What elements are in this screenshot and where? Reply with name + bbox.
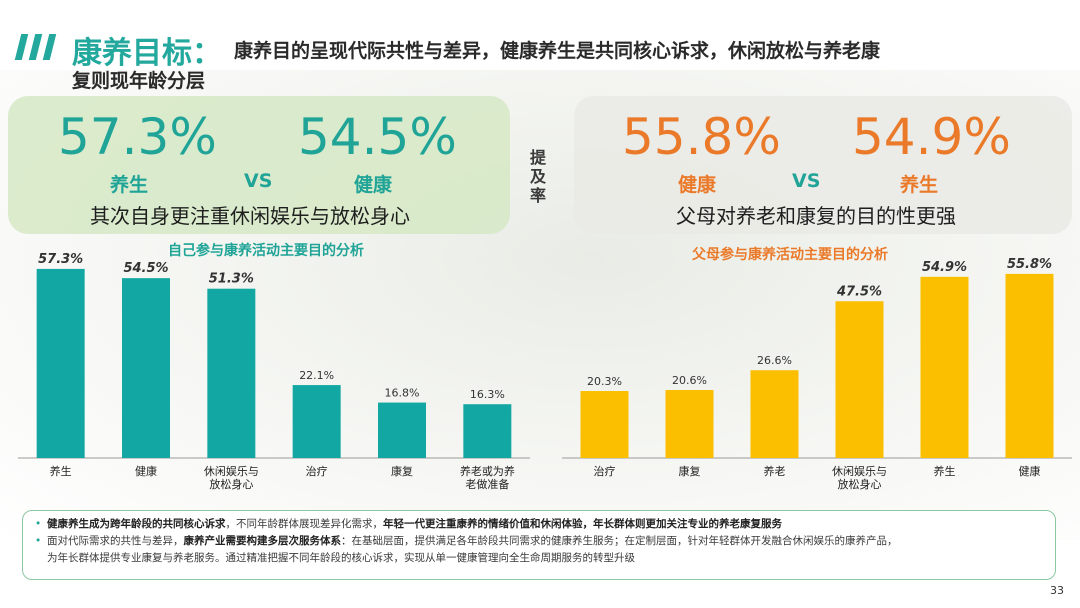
self-bar-1 <box>36 268 85 458</box>
parents-category-label-4: 放松身心 <box>838 477 882 491</box>
parents-chart-title: 父母参与康养活动主要目的分析 <box>692 247 888 263</box>
parents-bar-2 <box>665 390 714 458</box>
parents-category-label-1: 治疗 <box>594 464 616 478</box>
parents-label-b: 养生 <box>900 174 939 196</box>
note-segment: 年轻一代更注重康养的情绪价值和休闲体验，年长群体则更加关注专业的养老康复服务 <box>383 518 782 530</box>
self-bar-5 <box>378 402 426 458</box>
self-category-label-2: 健康 <box>135 464 157 478</box>
parents-data-label-3: 26.6% <box>757 354 792 367</box>
self-bar-2 <box>122 278 170 458</box>
note-segment: ：在基础层面，提供满足各年龄段共同需求的健康养生服务；在定制层面，针对年轻群体开… <box>341 535 898 547</box>
self-vs-label: VS <box>244 170 273 192</box>
parents-data-label-4: 47.5% <box>836 284 882 299</box>
parents-data-label-5: 54.9% <box>922 260 967 275</box>
parents-data-label-6: 55.8% <box>1007 257 1052 272</box>
bullet-icon: • <box>35 518 42 530</box>
page-title: 康养目标： <box>72 36 222 71</box>
parents-category-label-2: 康复 <box>679 464 701 478</box>
self-data-label-2: 54.5% <box>123 261 168 276</box>
self-bar-6 <box>463 404 512 458</box>
note-segment: 为年长群体提供专业康复与养老服务。通过精准把握不同年龄段的核心诉求，实现从单一健… <box>47 552 635 564</box>
self-category-label-3: 休闲娱乐与 <box>204 464 259 478</box>
page-subtitle-line2: 复则现年龄分层 <box>72 70 206 92</box>
self-purpose-bar-chart: 57.3% 养生 54.5% 健康 51.3% 休闲娱乐与放松身心 22.1% 治疗 16.8%… <box>18 252 530 491</box>
self-data-label-4: 22.1% <box>299 369 334 382</box>
parents-bar-3 <box>750 370 799 458</box>
self-category-label-4: 治疗 <box>306 464 328 478</box>
parents-label-a: 健康 <box>678 174 717 196</box>
parents-vs-label: VS <box>792 170 821 192</box>
parents-bar-6 <box>1005 273 1054 458</box>
parents-data-label-1: 20.3% <box>587 375 622 388</box>
page-number: 33 <box>1050 584 1064 597</box>
self-value-a: 57.3% <box>58 108 217 166</box>
self-data-label-3: 51.3% <box>209 272 254 287</box>
parents-category-label-3: 养老 <box>764 464 786 478</box>
self-label-a: 养生 <box>110 174 149 196</box>
parents-data-label-2: 20.6% <box>672 374 707 387</box>
self-value-b: 54.5% <box>298 108 457 166</box>
parents-category-label-5: 养生 <box>934 464 956 478</box>
self-data-label-6: 16.3% <box>470 388 505 401</box>
bullet-icon: • <box>35 535 42 547</box>
parents-bar-5 <box>920 276 969 458</box>
self-data-label-5: 16.8% <box>385 387 420 400</box>
note-segment: 面对代际需求的共性与差异， <box>47 535 184 547</box>
parents-value-a: 55.8% <box>622 108 781 166</box>
self-category-label-1: 养生 <box>50 464 72 478</box>
parents-stats-panel: 55.8% 54.9% 健康 VS 养生 父母对养老和康复的目的性更强 <box>574 96 1072 234</box>
parents-purpose-bar-chart: 20.3% 治疗 20.6% 康复 26.6% 养老 47.5% 休闲娱乐与放松身心 54.9%… <box>562 257 1072 491</box>
title-decoration-icon <box>14 34 60 60</box>
self-stats-panel: 57.3% 54.5% 养生 VS 健康 其次自身更注重休闲娱乐与放松身心 <box>8 96 510 234</box>
parents-value-b: 54.9% <box>852 108 1011 166</box>
summary-note-2: • 面对代际需求的共性与差异，康养产业需要构建多层次服务体系：在基础层面，提供满足… <box>35 533 1045 550</box>
mention-rate-label: 提 及 率 <box>529 148 546 205</box>
self-bar-3 <box>207 288 256 458</box>
parents-description: 父母对养老和康复的目的性更强 <box>676 204 956 228</box>
self-chart-title: 自己参与康养活动主要目的分析 <box>168 243 364 259</box>
self-category-label-5: 康复 <box>391 464 413 478</box>
self-bar-4 <box>292 385 341 458</box>
note-segment: 康养产业需要构建多层次服务体系 <box>183 535 342 547</box>
summary-notes-box: • 健康养生成为跨年龄段的共同核心诉求，不同年龄群体展现差异化需求，年轻一代更注重… <box>22 510 1056 580</box>
page-subtitle-line1: 康养目的呈现代际共性与差异，健康养生是共同核心诉求，休闲放松与养老康 <box>234 40 881 62</box>
self-label-b: 健康 <box>354 174 393 196</box>
self-category-label-6: 老做准备 <box>465 477 509 491</box>
parents-category-label-4: 休闲娱乐与 <box>832 464 887 478</box>
note-segment: 健康养生成为跨年龄段的共同核心诉求 <box>47 518 226 530</box>
self-category-label-3: 放松身心 <box>209 477 253 491</box>
self-description: 其次自身更注重休闲娱乐与放松身心 <box>90 204 410 228</box>
parents-bar-4 <box>835 301 884 458</box>
parents-category-label-6: 健康 <box>1019 464 1041 478</box>
summary-note-2-continued: 为年长群体提供专业康复与养老服务。通过精准把握不同年龄段的核心诉求，实现从单一健… <box>35 550 1045 567</box>
parents-bar-1 <box>580 391 629 458</box>
self-data-label-1: 57.3% <box>38 252 83 267</box>
note-segment: ，不同年龄群体展现差异化需求， <box>225 518 384 530</box>
summary-note-1: • 健康养生成为跨年龄段的共同核心诉求，不同年龄群体展现差异化需求，年轻一代更注重… <box>35 516 1045 533</box>
self-category-label-6: 养老或为养 <box>460 464 515 478</box>
